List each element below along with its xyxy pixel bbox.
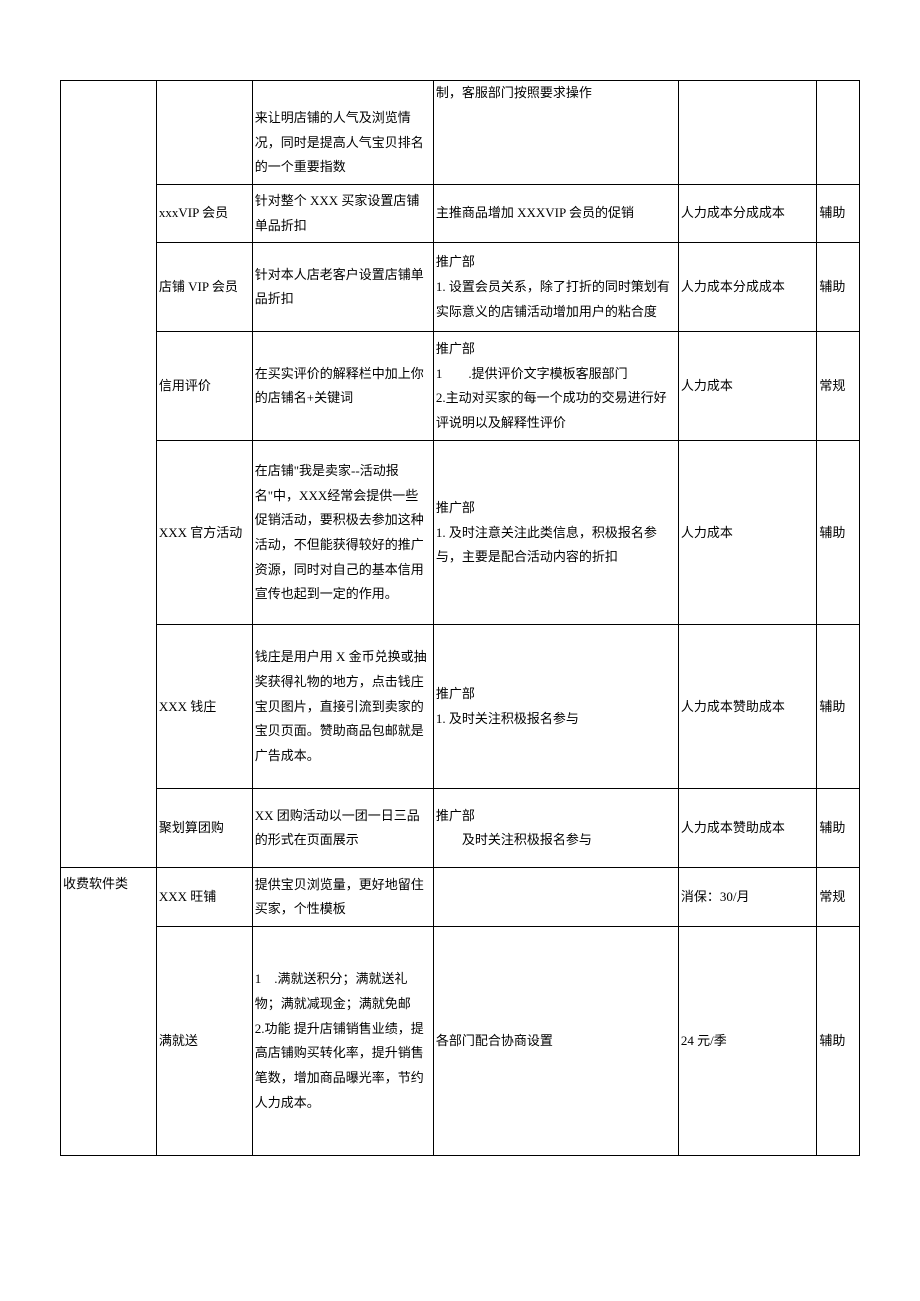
- cell: 辅助: [817, 441, 860, 625]
- table-row: 收费软件类 XXX 旺铺 提供宝贝浏览量，更好地留住买家，个性模板 消保：30/…: [61, 868, 860, 927]
- text: 1 .满就送积分；满就送礼物；满就减现金；满就免邮2.功能 提升店铺销售业绩，提…: [255, 971, 424, 1109]
- cell: 24 元/季: [678, 927, 816, 1156]
- cell: [678, 81, 816, 185]
- cell: 人力成本: [678, 441, 816, 625]
- cell: 来让明店铺的人气及浏览情况，同时是提高人气宝贝排名的一个重要指数: [252, 81, 433, 185]
- cell: 消保：30/月: [678, 868, 816, 927]
- text: 推广部1. 及时注意关注此类信息，积极报名参与，主要是配合活动内容的折扣: [436, 500, 657, 564]
- table-row: 店铺 VIP 会员 针对本人店老客户设置店铺单品折扣 推广部1. 设置会员关系，…: [61, 243, 860, 332]
- cell: 满就送: [156, 927, 252, 1156]
- text: 推广部1. 设置会员关系，除了打折的同时策划有实际意义的店铺活动增加用户的粘合度: [436, 254, 670, 318]
- table-row: 聚划算团购 XX 团购活动以一团一日三品的形式在页面展示 推广部 及时关注积极报…: [61, 789, 860, 868]
- cell: 在店铺"我是卖家--活动报名"中，XXX经常会提供一些促销活动，要积极去参加这种…: [252, 441, 433, 625]
- cell: 推广部1. 设置会员关系，除了打折的同时策划有实际意义的店铺活动增加用户的粘合度: [433, 243, 678, 332]
- cell: 推广部1. 及时关注积极报名参与: [433, 625, 678, 789]
- table-row: 满就送 1 .满就送积分；满就送礼物；满就减现金；满就免邮2.功能 提升店铺销售…: [61, 927, 860, 1156]
- category-cell: [61, 81, 157, 868]
- table-row: 信用评价 在买实评价的解释栏中加上你的店铺名+关键词 推广部1 .提供评价文字模…: [61, 332, 860, 441]
- cell: 聚划算团购: [156, 789, 252, 868]
- cell: [156, 81, 252, 185]
- cell: 1 .满就送积分；满就送礼物；满就减现金；满就免邮2.功能 提升店铺销售业绩，提…: [252, 927, 433, 1156]
- cell: 常规: [817, 868, 860, 927]
- cell: 提供宝贝浏览量，更好地留住买家，个性模板: [252, 868, 433, 927]
- cell: XX 团购活动以一团一日三品的形式在页面展示: [252, 789, 433, 868]
- cell: 辅助: [817, 789, 860, 868]
- cell: 人力成本分成成本: [678, 243, 816, 332]
- cell: 主推商品增加 XXXVIP 会员的促销: [433, 185, 678, 243]
- cell: 人力成本分成成本: [678, 185, 816, 243]
- promotion-table: 来让明店铺的人气及浏览情况，同时是提高人气宝贝排名的一个重要指数 制，客服部门按…: [60, 80, 860, 1156]
- cell: [433, 868, 678, 927]
- table-row: XXX 钱庄 钱庄是用户用 X 金币兑换或抽奖获得礼物的地方，点击钱庄宝贝图片，…: [61, 625, 860, 789]
- cell: XXX 旺铺: [156, 868, 252, 927]
- cell: XXX 钱庄: [156, 625, 252, 789]
- cell: 店铺 VIP 会员: [156, 243, 252, 332]
- cell: 常规: [817, 332, 860, 441]
- category-cell: 收费软件类: [61, 868, 157, 1156]
- cell: XXX 官方活动: [156, 441, 252, 625]
- cell: 针对整个 XXX 买家设置店铺单品折扣: [252, 185, 433, 243]
- text: 推广部1. 及时关注积极报名参与: [436, 686, 579, 726]
- cell: 推广部 及时关注积极报名参与: [433, 789, 678, 868]
- text: 推广部 及时关注积极报名参与: [436, 808, 592, 848]
- cell: 制，客服部门按照要求操作: [433, 81, 678, 185]
- cell: 人力成本赞助成本: [678, 625, 816, 789]
- table-row: xxxVIP 会员 针对整个 XXX 买家设置店铺单品折扣 主推商品增加 XXX…: [61, 185, 860, 243]
- cell: 人力成本赞助成本: [678, 789, 816, 868]
- cell: 辅助: [817, 185, 860, 243]
- cell: 信用评价: [156, 332, 252, 441]
- table-row: 来让明店铺的人气及浏览情况，同时是提高人气宝贝排名的一个重要指数 制，客服部门按…: [61, 81, 860, 185]
- cell: [817, 81, 860, 185]
- cell: 在买实评价的解释栏中加上你的店铺名+关键词: [252, 332, 433, 441]
- cell: xxxVIP 会员: [156, 185, 252, 243]
- cell: 辅助: [817, 625, 860, 789]
- cell: 推广部1. 及时注意关注此类信息，积极报名参与，主要是配合活动内容的折扣: [433, 441, 678, 625]
- document-page: 来让明店铺的人气及浏览情况，同时是提高人气宝贝排名的一个重要指数 制，客服部门按…: [0, 0, 920, 1301]
- cell: 推广部1 .提供评价文字模板客服部门2.主动对买家的每一个成功的交易进行好评说明…: [433, 332, 678, 441]
- cell: 各部门配合协商设置: [433, 927, 678, 1156]
- cell: 人力成本: [678, 332, 816, 441]
- cell: 钱庄是用户用 X 金币兑换或抽奖获得礼物的地方，点击钱庄宝贝图片，直接引流到卖家…: [252, 625, 433, 789]
- cell: 辅助: [817, 243, 860, 332]
- text: 推广部1 .提供评价文字模板客服部门2.主动对买家的每一个成功的交易进行好评说明…: [436, 341, 667, 430]
- cell: 针对本人店老客户设置店铺单品折扣: [252, 243, 433, 332]
- table-row: XXX 官方活动 在店铺"我是卖家--活动报名"中，XXX经常会提供一些促销活动…: [61, 441, 860, 625]
- cell: 辅助: [817, 927, 860, 1156]
